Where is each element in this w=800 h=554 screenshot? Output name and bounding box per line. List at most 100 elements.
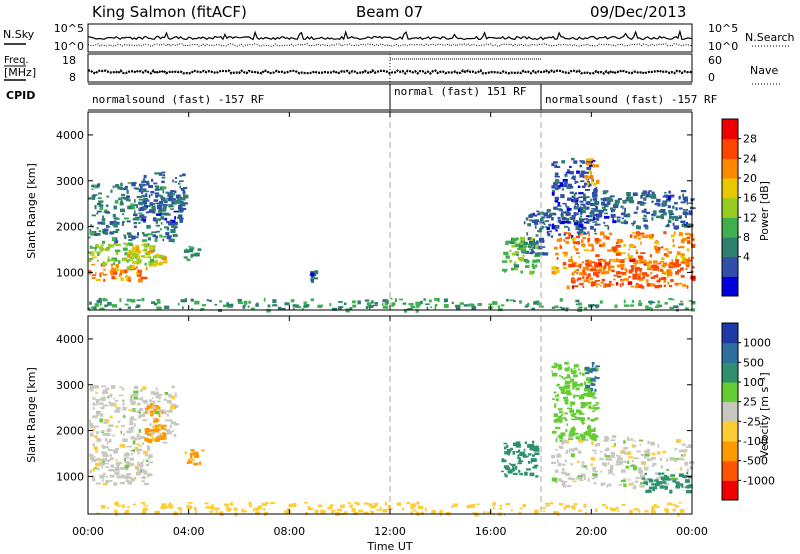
heatmap-cell bbox=[128, 259, 134, 262]
heatmap-cell bbox=[179, 219, 183, 223]
heatmap-cell bbox=[656, 274, 659, 278]
heatmap-cell bbox=[120, 462, 123, 465]
heatmap-cell bbox=[139, 183, 145, 187]
heatmap-cell bbox=[638, 467, 642, 471]
heatmap-cell bbox=[135, 256, 138, 259]
heatmap-cell bbox=[589, 183, 592, 187]
heatmap-cell bbox=[143, 450, 148, 455]
heatmap-cell bbox=[89, 301, 92, 305]
heatmap-cell bbox=[94, 467, 97, 469]
heatmap-cell bbox=[263, 297, 266, 302]
heatmap-cell bbox=[129, 398, 133, 402]
heatmap-cell bbox=[591, 477, 595, 480]
heatmap-cell bbox=[556, 418, 560, 423]
time-tick-label: 16:00 bbox=[475, 525, 507, 538]
heatmap-cell bbox=[202, 304, 206, 307]
heatmap-cell bbox=[533, 239, 535, 242]
heatmap-cell bbox=[109, 457, 114, 461]
heatmap-cell bbox=[614, 304, 618, 308]
heatmap-cell bbox=[528, 453, 532, 456]
y-tick-label: 3000 bbox=[56, 175, 84, 188]
heatmap-cell bbox=[147, 433, 151, 436]
heatmap-cell bbox=[127, 505, 130, 509]
heatmap-cell bbox=[513, 472, 518, 475]
heatmap-cell bbox=[553, 413, 558, 418]
heatmap-cell bbox=[664, 191, 667, 194]
heatmap-cell bbox=[531, 249, 534, 252]
heatmap-cell bbox=[578, 283, 583, 286]
heatmap-cell bbox=[591, 266, 594, 271]
heatmap-cell bbox=[94, 446, 98, 451]
heatmap-cell bbox=[672, 479, 677, 483]
colorbar-frame bbox=[721, 118, 739, 297]
heatmap-cell bbox=[604, 284, 611, 287]
heatmap-cell bbox=[573, 160, 578, 164]
heatmap-cell bbox=[505, 502, 511, 506]
heatmap-cell bbox=[104, 475, 109, 478]
heatmap-cell bbox=[551, 372, 558, 377]
heatmap-cell bbox=[570, 453, 575, 458]
heatmap-cell bbox=[114, 472, 120, 476]
heatmap-cell bbox=[506, 444, 509, 448]
heatmap-cell bbox=[587, 387, 592, 390]
heatmap-cell bbox=[357, 300, 361, 305]
heatmap-cell bbox=[613, 203, 619, 206]
heatmap-cell bbox=[109, 259, 115, 262]
heatmap-cell bbox=[169, 196, 173, 199]
heatmap-cell bbox=[105, 466, 110, 468]
heatmap-cell bbox=[637, 201, 643, 205]
heatmap-cell bbox=[140, 191, 144, 194]
heatmap-cell bbox=[541, 507, 546, 509]
heatmap-cell bbox=[630, 285, 635, 288]
heatmap-cell bbox=[179, 196, 183, 199]
heatmap-cell bbox=[148, 262, 153, 266]
heatmap-cell bbox=[155, 224, 160, 227]
heatmap-cell bbox=[615, 454, 618, 457]
heatmap-cell bbox=[130, 396, 133, 399]
heatmap-cell bbox=[530, 238, 535, 242]
heatmap-cell bbox=[385, 300, 389, 304]
heatmap-cell bbox=[588, 215, 592, 218]
heatmap-cell bbox=[580, 394, 585, 396]
heatmap-cell bbox=[136, 466, 139, 469]
heatmap-cell bbox=[570, 413, 574, 416]
heatmap-cell bbox=[115, 221, 120, 225]
heatmap-cell bbox=[627, 255, 633, 258]
heatmap-cell bbox=[616, 458, 619, 462]
heatmap-cell bbox=[226, 505, 229, 509]
heatmap-cell bbox=[640, 241, 642, 245]
heatmap-cell bbox=[123, 234, 127, 237]
heatmap-cell bbox=[682, 211, 688, 213]
heatmap-cell bbox=[158, 202, 161, 205]
heatmap-cell bbox=[600, 482, 604, 487]
heatmap-cell bbox=[651, 483, 655, 486]
heatmap-cell bbox=[630, 265, 634, 268]
heatmap-cell bbox=[579, 395, 585, 400]
heatmap-cell bbox=[170, 421, 176, 425]
heatmap-cell bbox=[318, 304, 323, 307]
heatmap-cell bbox=[533, 466, 537, 469]
heatmap-cell bbox=[610, 213, 616, 218]
heatmap-cell bbox=[102, 459, 106, 463]
heatmap-cell bbox=[136, 467, 140, 471]
heatmap-cell bbox=[404, 308, 408, 313]
heatmap-cell bbox=[101, 218, 106, 222]
heatmap-cell bbox=[455, 305, 461, 308]
heatmap-cell bbox=[619, 283, 622, 288]
heatmap-cell bbox=[691, 308, 696, 312]
heatmap-cell bbox=[119, 269, 125, 273]
heatmap-cell bbox=[136, 433, 139, 438]
heatmap-cell bbox=[521, 250, 527, 254]
heatmap-cell bbox=[519, 241, 524, 246]
heatmap-cell bbox=[304, 502, 308, 504]
heatmap-cell bbox=[633, 444, 637, 448]
heatmap-cell bbox=[535, 264, 538, 268]
heatmap-cell bbox=[625, 199, 629, 202]
heatmap-cell bbox=[582, 160, 586, 163]
heatmap-cell bbox=[98, 297, 102, 302]
heatmap-cell bbox=[577, 368, 580, 371]
heatmap-cell bbox=[168, 204, 173, 208]
heatmap-cell bbox=[146, 405, 152, 409]
heatmap-cell bbox=[406, 501, 411, 505]
heatmap-cell bbox=[548, 223, 552, 227]
